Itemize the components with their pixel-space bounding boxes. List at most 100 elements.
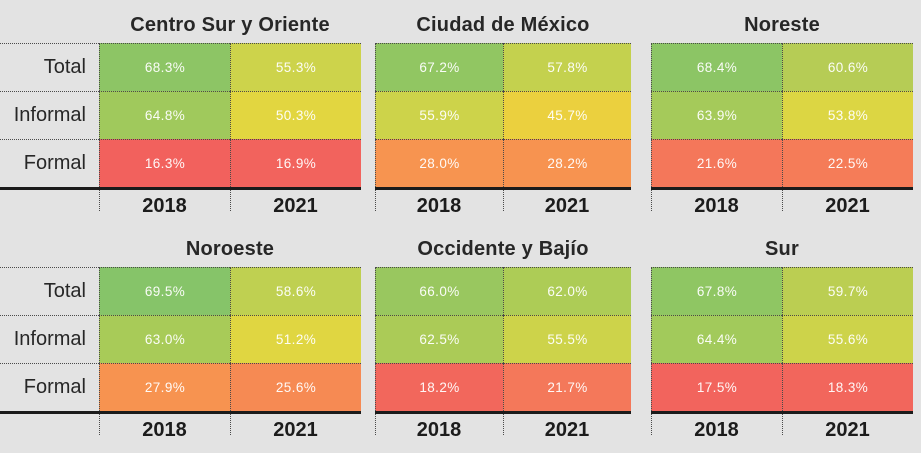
axis-tick-left [651, 190, 652, 211]
heatmap-cell: 27.9% [99, 363, 230, 411]
x-axis-labels: 2018 2021 [651, 414, 913, 445]
cell-value: 28.2% [547, 156, 588, 171]
heatmap-cell: 58.6% [230, 267, 361, 315]
panel-grid: 67.2% 57.8% 55.9% 45.7% 28.0% 28.2% [375, 43, 631, 187]
cell-value: 45.7% [547, 108, 588, 123]
panel-title: Centro Sur y Oriente [130, 14, 330, 36]
x-tick-label-2018: 2018 [142, 195, 187, 217]
axis-line [651, 411, 913, 414]
axis-tick-left [99, 414, 100, 435]
panel-grid: 67.8% 59.7% 64.4% 55.6% 17.5% 18.3% [651, 267, 913, 411]
x-tick-label-2021: 2021 [273, 419, 318, 441]
panel-grid: 68.4% 60.6% 63.9% 53.8% 21.6% 22.5% [651, 43, 913, 187]
row-label: Total [0, 43, 99, 91]
x-axis-labels: 2018 2021 [651, 190, 913, 221]
heatmap-cell: 28.2% [503, 139, 631, 187]
heatmap-cell: 57.8% [503, 43, 631, 91]
heatmap-cell: 63.0% [99, 315, 230, 363]
heatmap-cell: 18.2% [375, 363, 503, 411]
heatmap-cell: 55.3% [230, 43, 361, 91]
panel-grid: Total 68.3% 55.3% Informal 64.8% 50.3% Formal 1… [0, 43, 361, 187]
axis-tick-middle [503, 414, 504, 435]
x-tick-label-2021: 2021 [273, 195, 318, 217]
x-axis-labels: 2018 2021 [375, 190, 631, 221]
x-axis-labels: 2018 2021 [0, 414, 361, 445]
region-panel: Sur 67.8% 59.7% 64.4% 55.6% 17.5% 18.3% 2018 … [651, 232, 913, 445]
heatmap-cell: 59.7% [782, 267, 913, 315]
cell-value: 21.6% [696, 156, 738, 171]
heatmap-cell: 64.4% [651, 315, 782, 363]
cell-value: 55.3% [275, 60, 317, 75]
cell-value: 28.0% [419, 156, 460, 171]
cell-value: 51.2% [275, 332, 317, 347]
cell-value: 62.0% [547, 284, 588, 299]
cell-value: 57.8% [547, 60, 588, 75]
cell-value: 55.5% [547, 332, 588, 347]
heatmap-cell: 68.3% [99, 43, 230, 91]
row-label: Informal [0, 315, 99, 363]
panel-row: Centro Sur y Oriente Total 68.3% 55.3% Info… [0, 8, 921, 221]
heatmap-cell: 69.5% [99, 267, 230, 315]
axis-line [651, 187, 913, 190]
heatmap-cell: 67.2% [375, 43, 503, 91]
cell-value: 16.3% [144, 156, 186, 171]
row-label: Informal [0, 91, 99, 139]
cell-value: 55.6% [827, 332, 869, 347]
cell-value: 64.4% [696, 332, 738, 347]
heatmap-cell: 55.5% [503, 315, 631, 363]
heatmap-cell: 16.9% [230, 139, 361, 187]
cell-value: 68.4% [696, 60, 738, 75]
cell-value: 63.0% [144, 332, 186, 347]
x-axis-labels: 2018 2021 [0, 190, 361, 221]
cell-value: 63.9% [696, 108, 738, 123]
axis-line [0, 187, 361, 190]
panel-grid: Total 69.5% 58.6% Informal 63.0% 51.2% Formal 2… [0, 267, 361, 411]
region-panel: Noroeste Total 69.5% 58.6% Informal 63.0% 51.… [0, 232, 361, 445]
x-tick-label-2021: 2021 [825, 195, 870, 217]
cell-value: 66.0% [419, 284, 460, 299]
cell-value: 22.5% [827, 156, 869, 171]
panel-title: Noreste [744, 14, 820, 36]
axis-tick-left [375, 190, 376, 211]
x-tick-label-2018: 2018 [142, 419, 187, 441]
cell-value: 18.3% [827, 380, 869, 395]
x-tick-label-2018: 2018 [694, 195, 739, 217]
axis-line [375, 187, 631, 190]
heatmap-cell: 25.6% [230, 363, 361, 411]
panel-row: Noroeste Total 69.5% 58.6% Informal 63.0% 51.… [0, 232, 921, 445]
x-tick-label-2018: 2018 [416, 195, 462, 217]
axis-tick-middle [782, 414, 783, 435]
cell-value: 16.9% [275, 156, 317, 171]
region-panel: Noreste 68.4% 60.6% 63.9% 53.8% 21.6% 22.5% 2… [651, 8, 913, 221]
cell-value: 53.8% [827, 108, 869, 123]
heatmap-cell: 64.8% [99, 91, 230, 139]
region-panel: Centro Sur y Oriente Total 68.3% 55.3% Info… [0, 8, 361, 221]
cell-value: 67.2% [419, 60, 460, 75]
cell-value: 62.5% [419, 332, 460, 347]
cell-value: 68.3% [144, 60, 186, 75]
heatmap-cell: 55.9% [375, 91, 503, 139]
heatmap-cell: 21.6% [651, 139, 782, 187]
axis-tick-middle [230, 190, 231, 211]
heatmap-cell: 55.6% [782, 315, 913, 363]
cell-value: 17.5% [696, 380, 738, 395]
cell-value: 60.6% [827, 60, 869, 75]
cell-value: 59.7% [827, 284, 869, 299]
cell-value: 64.8% [144, 108, 186, 123]
heatmap-cell: 16.3% [99, 139, 230, 187]
panel-grid: 66.0% 62.0% 62.5% 55.5% 18.2% 21.7% [375, 267, 631, 411]
heatmap-cell: 66.0% [375, 267, 503, 315]
axis-tick-left [651, 414, 652, 435]
x-axis-labels: 2018 2021 [375, 414, 631, 445]
heatmap-cell: 50.3% [230, 91, 361, 139]
cell-value: 69.5% [144, 284, 186, 299]
axis-tick-middle [503, 190, 504, 211]
row-label: Total [0, 267, 99, 315]
cell-value: 21.7% [547, 380, 588, 395]
panel-title: Sur [765, 238, 799, 260]
x-tick-label-2018: 2018 [416, 419, 462, 441]
heatmap-cell: 17.5% [651, 363, 782, 411]
heatmap-cell: 60.6% [782, 43, 913, 91]
axis-tick-left [99, 190, 100, 211]
